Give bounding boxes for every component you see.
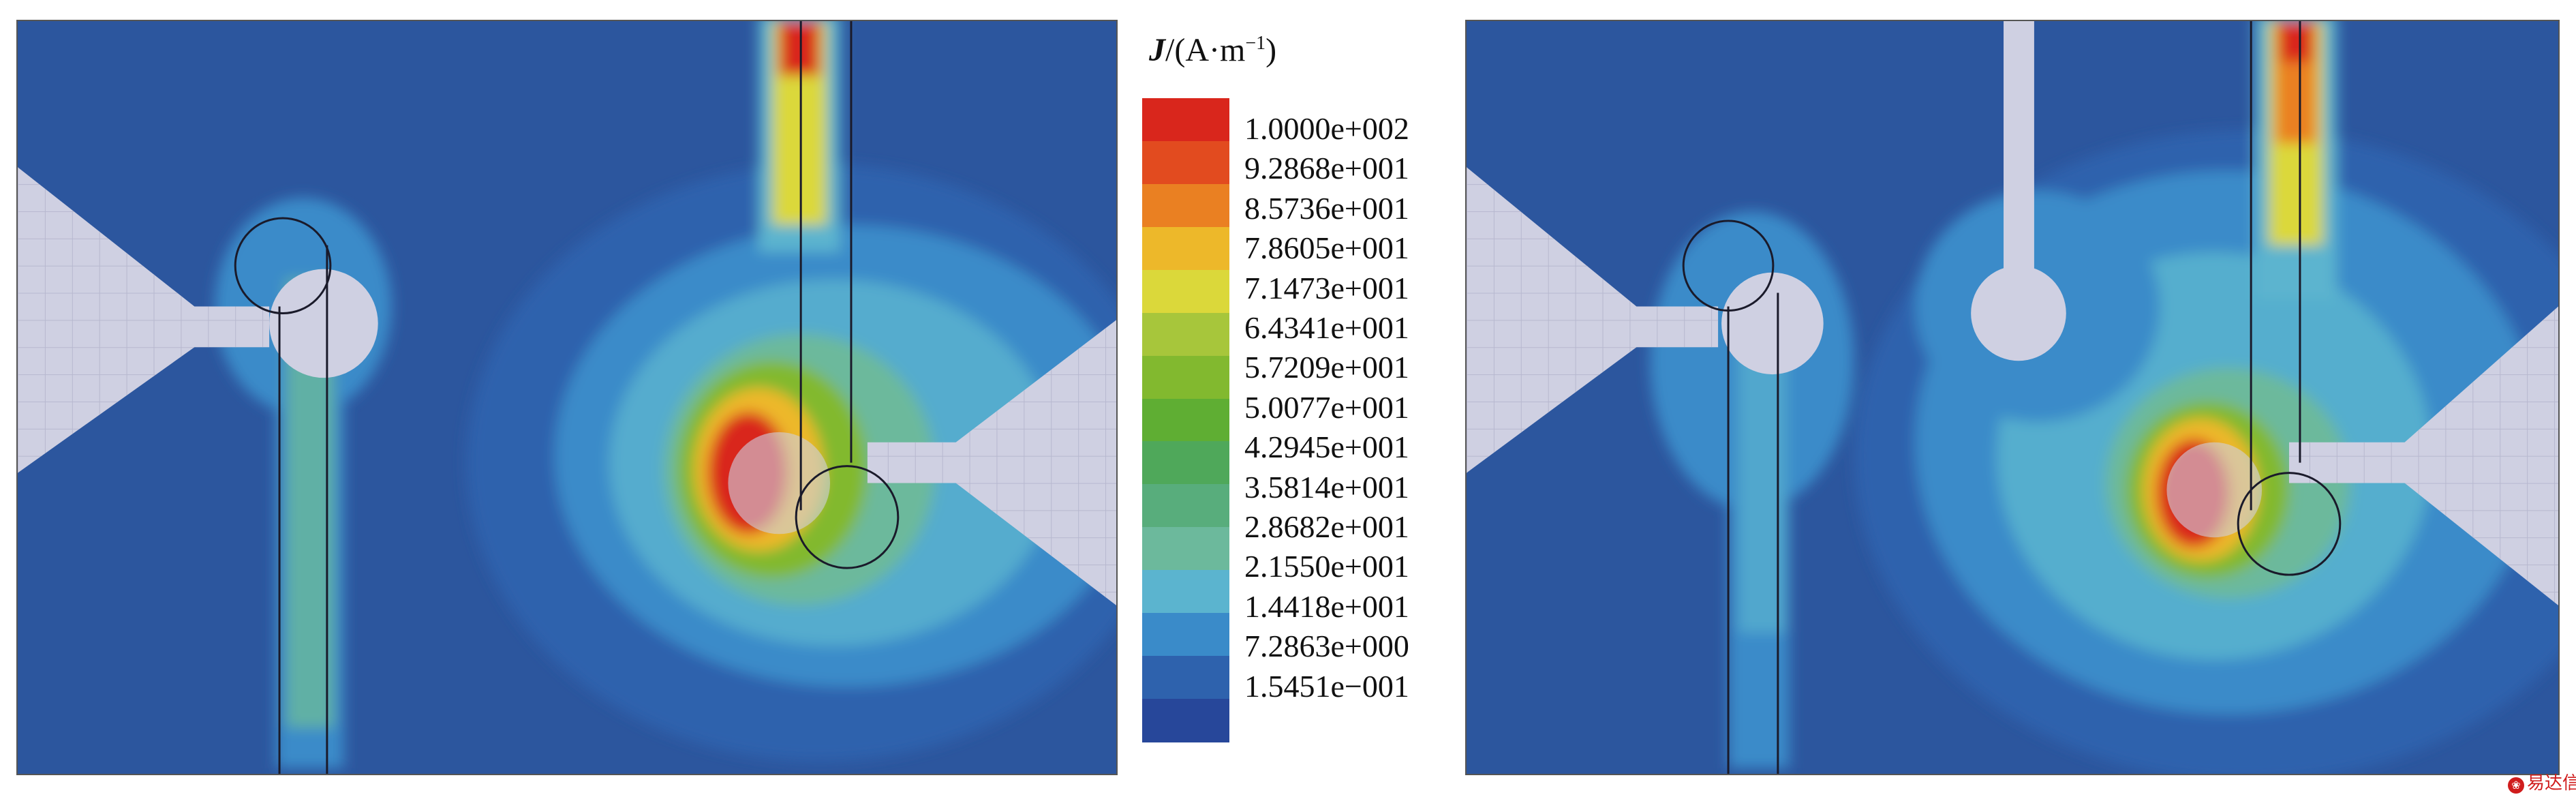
watermark-text: 易达信 xyxy=(2527,773,2576,794)
field-plot-left xyxy=(16,20,1118,775)
metal-port-right xyxy=(2166,306,2558,605)
colorbar-swatch xyxy=(1142,98,1229,142)
color-legend: J/(A·m−1) 1.0000e+002 9.2868e+001 8.5736e+… xyxy=(1134,27,1454,750)
colorbar-swatch xyxy=(1142,527,1229,571)
colorbar-swatch xyxy=(1142,269,1229,314)
structure-outline-left xyxy=(234,21,900,774)
field-plot-right xyxy=(1465,20,2560,775)
colorbar-tick-label: 5.7209e+001 xyxy=(1244,350,1409,385)
colorbar-tick-label: 6.4341e+001 xyxy=(1244,310,1409,345)
colorbar-tick-label: 7.8605e+001 xyxy=(1244,230,1409,266)
metal-port-right xyxy=(728,320,1116,605)
metal-resonator-top xyxy=(1971,21,2066,361)
legend-unit-prefix: /(A·m xyxy=(1165,32,1246,68)
colorbar-tick-label: 9.2868e+001 xyxy=(1244,151,1409,186)
colorbar-tick-label: 3.5814e+001 xyxy=(1244,469,1409,505)
legend-symbol: J xyxy=(1149,32,1165,68)
structure-outline-right xyxy=(1682,21,2342,774)
colorbar-tick-label: 1.4418e+001 xyxy=(1244,588,1409,624)
colorbar-tick-label: 2.1550e+001 xyxy=(1244,549,1409,584)
colorbar-tick-label: 4.2945e+001 xyxy=(1244,430,1409,465)
colorbar-tick-label: 8.5736e+001 xyxy=(1244,190,1409,226)
metal-port-left xyxy=(18,167,378,473)
colorbar-swatch xyxy=(1142,484,1229,528)
colorbar-swatch xyxy=(1142,398,1229,442)
colorbar-tick-label: 7.1473e+001 xyxy=(1244,270,1409,305)
legend-unit-suffix: ) xyxy=(1266,32,1277,68)
colorbar-tick-label: 2.8682e+001 xyxy=(1244,509,1409,544)
legend-title: J/(A·m−1) xyxy=(1149,31,1276,69)
colorbar-swatch xyxy=(1142,312,1229,357)
watermark: ❀ 易达信 xyxy=(2508,769,2576,794)
legend-unit-exponent: −1 xyxy=(1245,33,1266,54)
colorbar-swatch xyxy=(1142,355,1229,400)
colorbar-swatch xyxy=(1142,656,1229,700)
colorbar-swatch xyxy=(1142,183,1229,228)
colorbar-tick-label: 1.0000e+002 xyxy=(1244,111,1409,146)
field-plot-left-svg xyxy=(18,21,1116,774)
colorbar-swatch xyxy=(1142,441,1229,485)
colorbar-tick-label: 5.0077e+001 xyxy=(1244,389,1409,425)
colorbar-swatch xyxy=(1142,699,1229,742)
colorbar-swatch xyxy=(1142,140,1229,185)
field-plot-right-svg xyxy=(1467,21,2558,774)
colorbar-swatch xyxy=(1142,226,1229,271)
colorbar-tick-label: 1.5451e−001 xyxy=(1244,668,1409,704)
colorbar-swatch xyxy=(1142,570,1229,614)
colorbar-swatch xyxy=(1142,613,1229,657)
watermark-logo-icon: ❀ xyxy=(2508,777,2524,794)
colorbar-tick-label: 7.2863e+000 xyxy=(1244,629,1409,664)
colorbar xyxy=(1142,98,1229,742)
metal-port-left xyxy=(1467,167,1824,473)
